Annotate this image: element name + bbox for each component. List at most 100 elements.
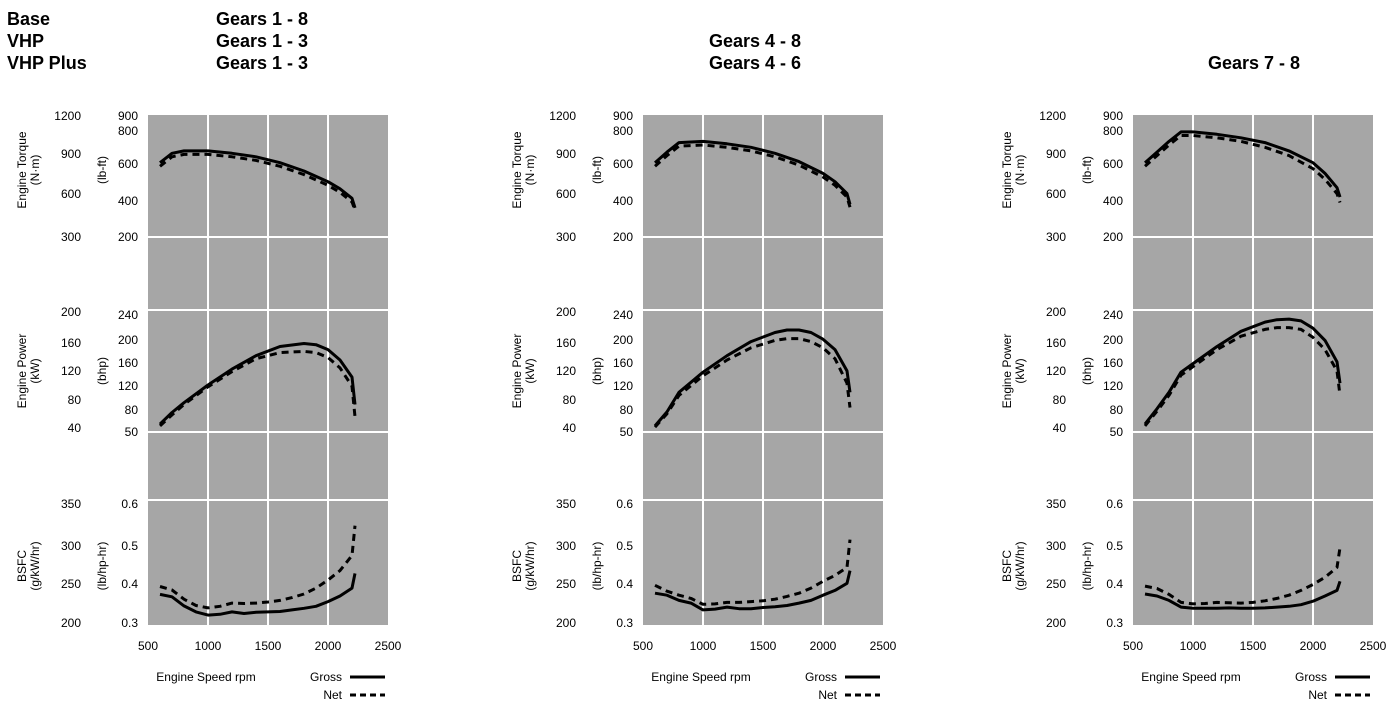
- series-power-net: [653, 337, 852, 429]
- ylabel-right-power: (bhp): [590, 357, 604, 385]
- tick-label-x: 1500: [1240, 639, 1267, 653]
- tick-label-right: 200: [1103, 333, 1123, 347]
- series-bsfc-gross: [159, 573, 357, 617]
- tick-label-x: 1000: [690, 639, 717, 653]
- ylabel-left-line2: (N·m): [28, 155, 42, 186]
- ylabel-left-line1: Engine Power: [510, 334, 524, 409]
- ylabel-right-line1: (lb/hp-hr): [95, 542, 109, 591]
- tick-label-x: 2000: [1300, 639, 1327, 653]
- series-bsfc-net: [654, 539, 852, 606]
- ylabel-left-line2: (g/kW/hr): [28, 541, 42, 590]
- tick-label-right: 0.3: [121, 616, 138, 630]
- panel2-gears-vhp-plus: Gears 4 - 6: [708, 53, 802, 73]
- legend-label-gross: Gross: [310, 670, 342, 684]
- series-bsfc-net: [159, 525, 357, 610]
- ylabel-left-power: Engine Power (kW): [1000, 334, 1027, 409]
- tick-label-left: 200: [61, 305, 81, 319]
- tick-label-right: 0.5: [616, 539, 633, 553]
- ylabel-right-power: (bhp): [1080, 357, 1094, 385]
- config-label-vhp-plus: VHP Plus: [7, 53, 87, 73]
- tick-label-right: 0.4: [121, 577, 138, 591]
- tick-label-x: 2500: [1360, 639, 1387, 653]
- tick-label-left: 200: [1046, 305, 1066, 319]
- tick-label-left: 1200: [54, 109, 81, 123]
- ylabel-left-line1: Engine Power: [15, 334, 29, 409]
- tick-label-left: 200: [61, 616, 81, 630]
- tick-label-right: 600: [118, 157, 138, 171]
- tick-label-right: 0.5: [121, 539, 138, 553]
- tick-label-left: 300: [556, 539, 576, 553]
- tick-label-right: 80: [620, 403, 634, 417]
- tick-label-left: 300: [1046, 230, 1066, 244]
- ylabel-right-line1: (lb-ft): [1080, 156, 1094, 184]
- tick-label-right: 0.6: [616, 497, 633, 511]
- series-power-net: [1143, 326, 1342, 427]
- series-torque-gross: [654, 139, 852, 205]
- tick-label-right: 200: [613, 333, 633, 347]
- tick-label-left: 900: [556, 147, 576, 161]
- tick-label-left: 160: [556, 336, 576, 350]
- panel1-gears-base: Gears 1 - 8: [216, 9, 309, 29]
- tick-label-right: 200: [118, 333, 138, 347]
- ylabel-right-line1: (bhp): [95, 357, 109, 385]
- ylabel-left-line1: BSFC: [15, 550, 29, 582]
- tick-label-right: 80: [125, 403, 139, 417]
- tick-label-right: 600: [1103, 157, 1123, 171]
- tick-label-left: 250: [556, 577, 576, 591]
- tick-label-right: 240: [1103, 308, 1123, 322]
- ylabel-left-line2: (g/kW/hr): [1013, 541, 1027, 590]
- ylabel-left-line2: (N·m): [523, 155, 537, 186]
- tick-label-right: 0.3: [616, 616, 633, 630]
- ylabel-left-power: Engine Power (kW): [15, 334, 42, 409]
- x-axis-label: Engine Speed rpm: [651, 670, 750, 684]
- panel2-gears-vhp: Gears 4 - 8: [708, 31, 802, 51]
- ylabel-left-torque: Engine Torque (N·m): [510, 131, 537, 209]
- ylabel-right-power: (bhp): [95, 357, 109, 385]
- ylabel-right-line1: (lb-ft): [95, 156, 109, 184]
- tick-label-right: 50: [620, 425, 634, 439]
- legend-label-net: Net: [818, 688, 837, 702]
- tick-label-x: 1000: [1180, 639, 1207, 653]
- tick-label-left: 600: [556, 187, 576, 201]
- tick-label-left: 300: [1046, 539, 1066, 553]
- panel1-gears-vhp: Gears 1 - 3: [216, 31, 309, 51]
- ylabel-right-line1: (lb-ft): [590, 156, 604, 184]
- chart-panel-1: Engine Torque (N·m) (lb-ft) 1200 900 600 300 90…: [15, 109, 402, 702]
- tick-label-right: 400: [1103, 194, 1123, 208]
- tick-label-left: 600: [61, 187, 81, 201]
- series-torque-net: [159, 152, 357, 211]
- tick-label-right: 900: [613, 109, 633, 123]
- ylabel-right-line1: (lb/hp-hr): [590, 542, 604, 591]
- config-label-vhp: VHP: [7, 31, 45, 51]
- ylabel-right-line1: (bhp): [1080, 357, 1094, 385]
- ylabel-right-line1: (bhp): [590, 357, 604, 385]
- tick-label-x: 500: [138, 639, 158, 653]
- tick-label-left: 40: [68, 421, 82, 435]
- tick-label-right: 120: [613, 379, 633, 393]
- tick-label-right: 120: [1103, 379, 1123, 393]
- ylabel-left-line2: (g/kW/hr): [523, 541, 537, 590]
- series-torque-gross: [159, 149, 357, 209]
- tick-label-right: 0.6: [1106, 497, 1123, 511]
- ylabel-right-line1: (lb/hp-hr): [1080, 542, 1094, 591]
- tick-label-right: 400: [118, 194, 138, 208]
- tick-label-left: 300: [61, 230, 81, 244]
- panel1-gears-vhp-plus: Gears 1 - 3: [216, 53, 309, 73]
- series-bsfc-gross: [1144, 580, 1342, 610]
- tick-label-right: 200: [1103, 230, 1123, 244]
- legend-label-net: Net: [1308, 688, 1327, 702]
- tick-label-left: 300: [61, 539, 81, 553]
- chart-panel-3: Engine Torque (N·m) (lb-ft) 1200 900 600 300 90…: [1000, 109, 1387, 702]
- tick-label-left: 160: [61, 336, 81, 350]
- tick-label-left: 1200: [1039, 109, 1066, 123]
- tick-label-right: 900: [118, 109, 138, 123]
- panel3-gears-vhp-plus: Gears 7 - 8: [1207, 53, 1301, 73]
- series-bsfc-net: [1144, 547, 1342, 606]
- ylabel-left-power: Engine Power (kW): [510, 334, 537, 409]
- chart-panel-2: Engine Torque (N·m) (lb-ft) 1200 900 600 300 90…: [510, 109, 897, 702]
- tick-label-left: 200: [556, 305, 576, 319]
- tick-label-left: 600: [1046, 187, 1066, 201]
- tick-label-right: 0.4: [616, 577, 633, 591]
- tick-label-left: 250: [61, 577, 81, 591]
